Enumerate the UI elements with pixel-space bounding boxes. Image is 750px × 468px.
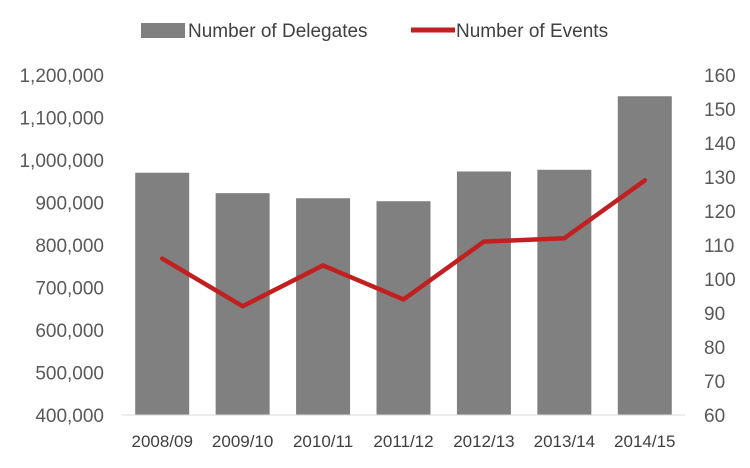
legend-delegates-label: Number of Delegates	[188, 21, 368, 42]
x-tick-label: 2008/09	[131, 432, 192, 451]
x-tick-label: 2014/15	[614, 432, 675, 451]
right-tick-label: 100	[704, 270, 736, 291]
right-tick-label: 110	[704, 236, 734, 257]
right-tick-label: 80	[704, 338, 725, 359]
legend: Number of Delegates Number of Events	[141, 21, 608, 42]
left-tick-label: 700,000	[35, 279, 104, 300]
right-tick-label: 160	[704, 66, 736, 87]
bars	[135, 96, 672, 415]
right-tick-label: 70	[704, 372, 725, 393]
right-tick-label: 140	[704, 134, 736, 155]
events-line-group	[159, 178, 648, 309]
right-tick-label: 120	[704, 202, 736, 223]
delegates-bar	[296, 198, 351, 415]
left-tick-label: 600,000	[35, 321, 104, 342]
delegates-bar	[537, 169, 592, 415]
left-tick-label: 1,000,000	[19, 151, 104, 172]
left-tick-label: 1,100,000	[19, 109, 104, 130]
right-tick-label: 90	[704, 304, 725, 325]
x-tick-label: 2012/13	[453, 432, 514, 451]
x-tick-label: 2010/11	[293, 432, 353, 451]
left-tick-label: 1,200,000	[19, 66, 104, 87]
left-tick-label: 500,000	[35, 364, 104, 385]
delegates-bar	[456, 171, 511, 415]
delegates-bar	[376, 201, 431, 415]
x-tick-label: 2011/12	[373, 432, 433, 451]
left-axis-ticks: 400,000 500,000 600,000 700,000 800,000 900,0…	[19, 66, 104, 427]
left-tick-label: 900,000	[35, 194, 104, 215]
legend-events-label: Number of Events	[456, 21, 608, 42]
right-tick-label: 130	[704, 168, 736, 189]
legend-delegates-swatch	[141, 23, 185, 38]
x-axis-ticks: 2008/09 2009/10 2010/11 2011/12 2012/13 2013/…	[131, 432, 675, 451]
right-tick-label: 60	[704, 406, 725, 427]
delegates-bar	[617, 96, 672, 415]
delegates-bar	[135, 172, 190, 415]
right-tick-label: 150	[704, 100, 736, 121]
right-axis-ticks: 60 70 80 90 100 110 120 130 140 150 160	[704, 66, 736, 427]
x-tick-label: 2013/14	[534, 432, 595, 451]
x-tick-label: 2009/10	[212, 432, 273, 451]
left-tick-label: 800,000	[35, 236, 104, 257]
left-tick-label: 400,000	[35, 406, 104, 427]
